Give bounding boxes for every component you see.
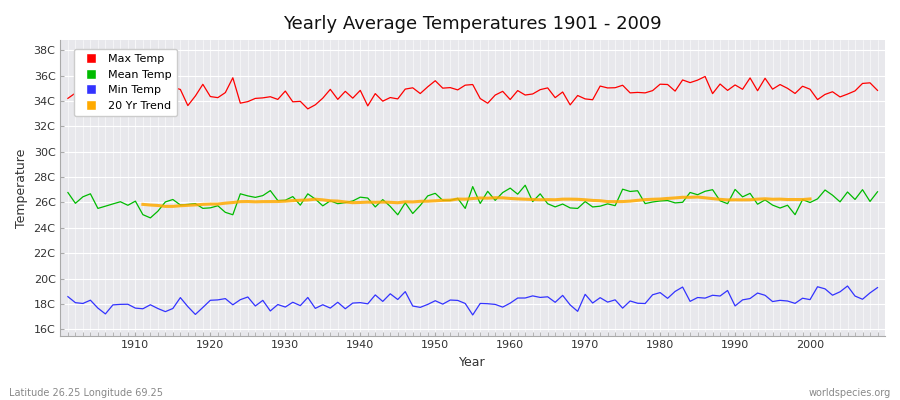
Legend: Max Temp, Mean Temp, Min Temp, 20 Yr Trend: Max Temp, Mean Temp, Min Temp, 20 Yr Tre…	[74, 49, 176, 116]
X-axis label: Year: Year	[459, 356, 486, 369]
Title: Yearly Average Temperatures 1901 - 2009: Yearly Average Temperatures 1901 - 2009	[284, 15, 662, 33]
Y-axis label: Temperature: Temperature	[15, 148, 28, 228]
Text: Latitude 26.25 Longitude 69.25: Latitude 26.25 Longitude 69.25	[9, 388, 163, 398]
Text: worldspecies.org: worldspecies.org	[809, 388, 891, 398]
